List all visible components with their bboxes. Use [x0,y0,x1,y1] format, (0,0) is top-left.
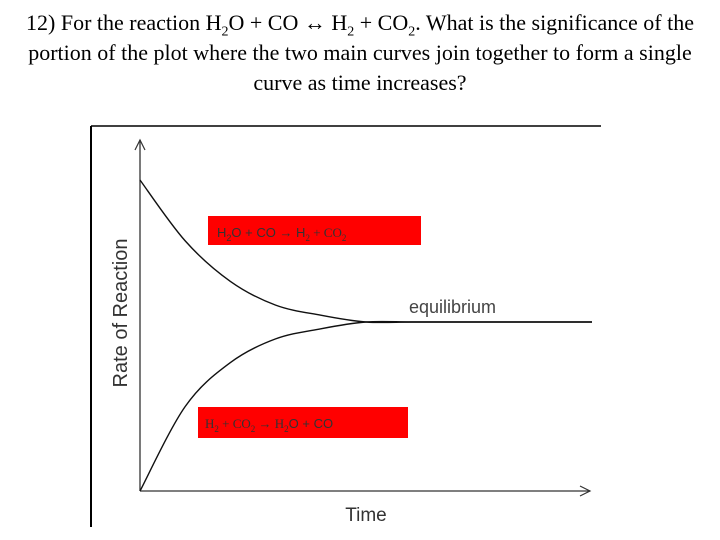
reverse-reaction-label: H2 + CO2 → H2O + CO [205,416,333,434]
y-axis-label: Rate of Reaction [110,239,132,388]
forward-rate-curve [139,179,592,324]
x-axis-arrowhead [579,485,592,497]
question-text: 12) For the reaction H2O + CO ↔ H2 + CO2… [26,10,694,95]
reverse-reaction-box [198,407,408,438]
x-axis-label: Time [345,505,387,526]
equilibrium-label: equilibrium [409,297,496,317]
y-axis-arrowhead [134,138,146,151]
forward-reaction-label: H2O + CO → H2 + CO2 [217,225,346,243]
reverse-rate-curve [139,320,592,492]
forward-reaction-box [208,216,421,245]
